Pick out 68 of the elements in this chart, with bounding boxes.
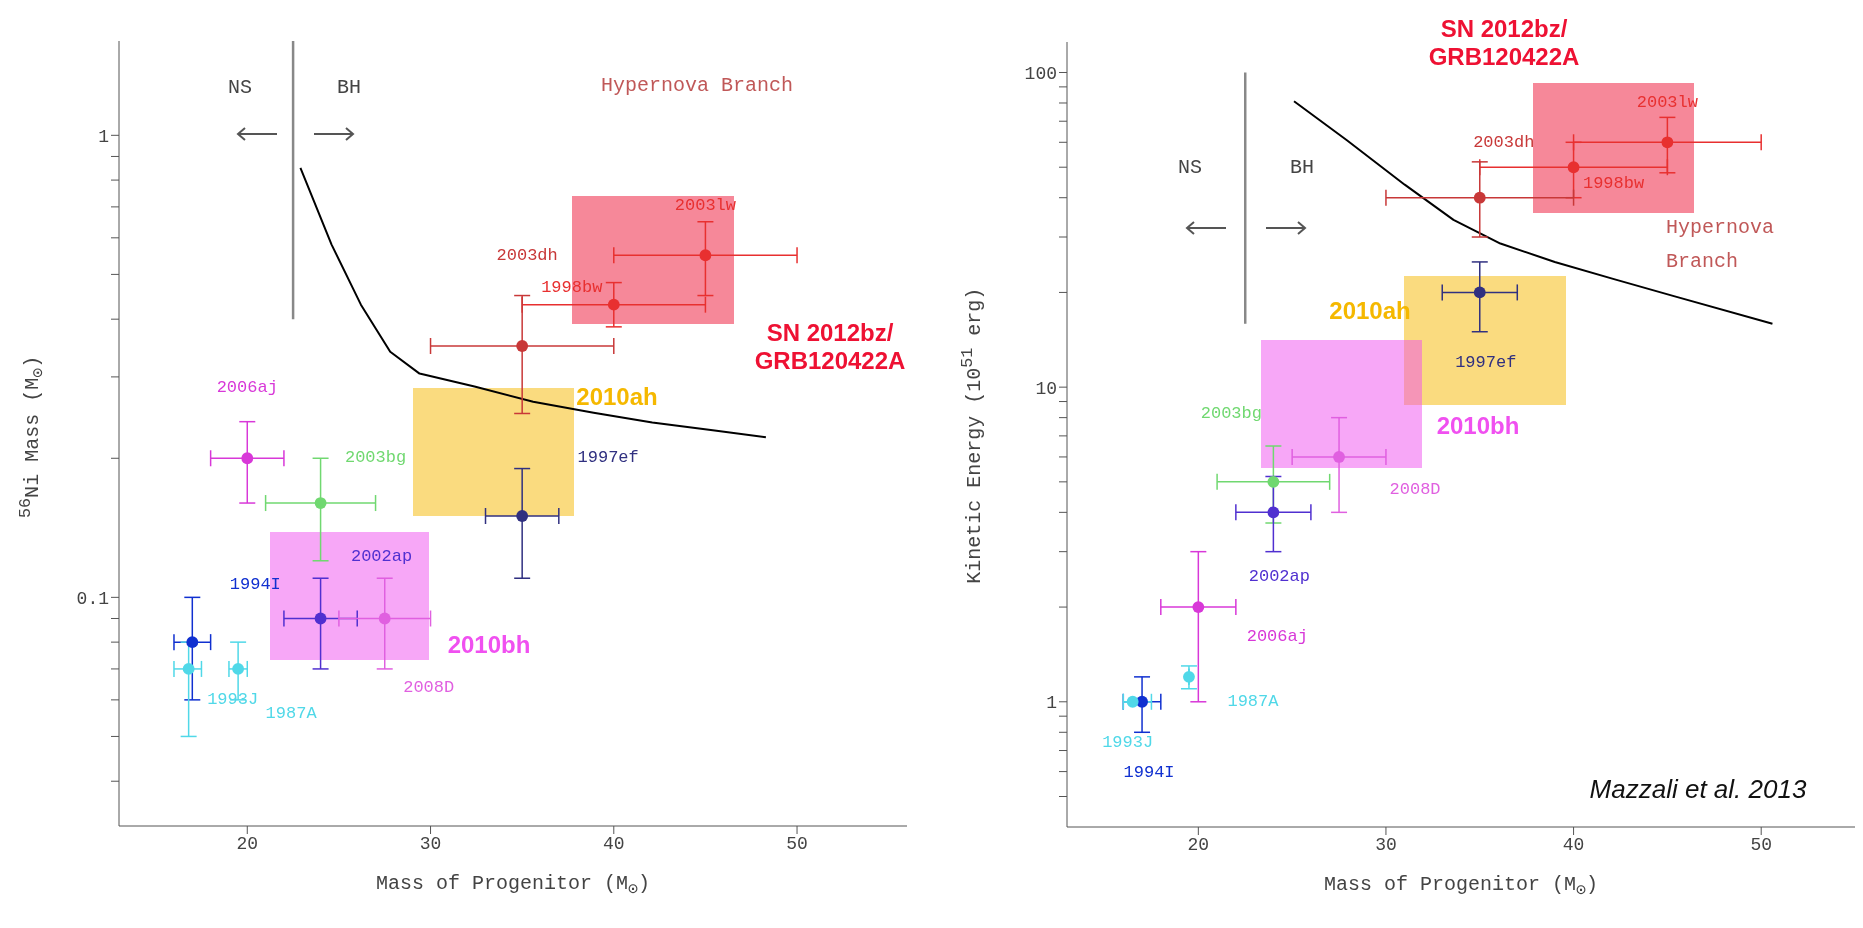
annotation: Branch — [1665, 249, 1739, 275]
text: 2008D — [403, 678, 455, 697]
text: 2002ap — [1248, 566, 1310, 586]
annotation: BH — [1289, 156, 1314, 179]
point — [314, 497, 327, 509]
y-tick-label: 1 — [1046, 693, 1057, 714]
annotation: Mazzali et al. 2013 — [1588, 774, 1808, 804]
text: 2002ap — [350, 547, 413, 566]
x-tick-label: 20 — [236, 833, 259, 854]
annotation: NS — [1177, 156, 1202, 179]
annotation: SN 2012bz/ GRB120422A — [1427, 15, 1581, 71]
y-tick-label: 0.1 — [76, 588, 109, 609]
x-tick-label: 50 — [1750, 834, 1772, 855]
annotation: 2010bh — [1435, 412, 1521, 440]
point — [186, 636, 199, 649]
point — [314, 612, 327, 625]
text: 2003dh — [496, 245, 558, 265]
x-tick-label: 40 — [602, 833, 625, 854]
point — [516, 510, 529, 522]
point — [1136, 695, 1148, 708]
point — [516, 340, 529, 352]
x-tick-label: 30 — [419, 833, 442, 854]
point — [1267, 506, 1280, 519]
series-label: 1993J — [1102, 732, 1154, 752]
x-tick-label: 40 — [1562, 834, 1585, 855]
point — [1267, 475, 1280, 488]
text: 2003bg — [1200, 403, 1262, 423]
annotation: 2010bh — [446, 631, 532, 659]
point — [241, 452, 254, 465]
series-label: 1998bw — [1582, 173, 1645, 193]
text: 1994I — [1123, 762, 1175, 782]
point — [699, 249, 712, 262]
text: 2008D — [1389, 479, 1441, 499]
x-tick-label: 20 — [1187, 834, 1210, 855]
annotation: NS — [227, 76, 252, 99]
point — [182, 663, 195, 675]
point — [1661, 136, 1674, 149]
point — [1192, 601, 1205, 613]
x-axis-title: Mass of Progenitor (M$_{⊙}$) — [374, 872, 652, 899]
point — [1473, 286, 1486, 299]
y-tick-label: 100 — [1024, 63, 1057, 84]
text: 1997ef — [577, 447, 639, 467]
y-tick-label: 10 — [1035, 378, 1057, 399]
point — [1333, 451, 1345, 463]
annotation: Hypernova Branch — [600, 73, 794, 99]
text: 2006aj — [216, 377, 278, 397]
text: 2006aj — [1246, 626, 1308, 646]
x-tick-label: 30 — [1375, 834, 1397, 855]
point — [1567, 161, 1580, 174]
annotation: 2010ah — [575, 383, 659, 411]
text: 1994I — [229, 574, 281, 594]
annotation: Hypernova — [1665, 215, 1775, 241]
point — [378, 612, 391, 625]
y-tick-label: 1 — [98, 126, 109, 147]
text: 1997ef — [1455, 352, 1517, 372]
annotation: 2010ah — [1328, 297, 1412, 325]
text: 2003bg — [344, 447, 407, 467]
text: 1987A — [265, 703, 318, 723]
text: 1987A — [1227, 691, 1280, 711]
text: 2003dh — [1473, 132, 1535, 152]
annotation: SN 2012bz/ GRB120422A — [754, 319, 906, 374]
series-label: 1993J — [207, 689, 259, 709]
x-tick-label: 50 — [786, 833, 808, 854]
annotation: BH — [336, 76, 361, 99]
point — [607, 298, 620, 311]
point — [1473, 191, 1486, 204]
point — [232, 663, 245, 675]
x-axis-title: Mass of Progenitor (M$_{⊙}$) — [1322, 873, 1600, 900]
